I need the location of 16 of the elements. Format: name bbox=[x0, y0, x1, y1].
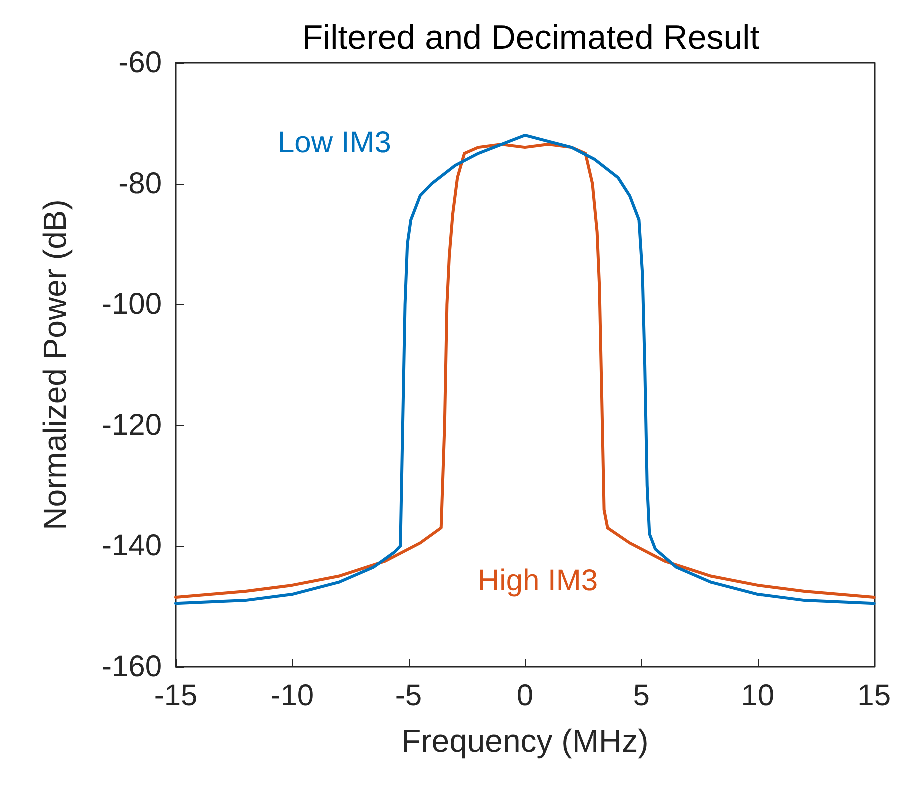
x-tick-label: 15 bbox=[858, 680, 892, 712]
x-axis-title: Frequency (MHz) bbox=[402, 723, 649, 759]
x-tick-label: -10 bbox=[270, 680, 314, 712]
x-tick-label: 10 bbox=[741, 680, 775, 712]
series-label: Low IM3 bbox=[278, 126, 392, 160]
x-tick-label: 0 bbox=[516, 680, 534, 712]
chart-title: Filtered and Decimated Result bbox=[302, 19, 760, 57]
y-tick-label: -80 bbox=[118, 167, 162, 200]
y-axis-title: Normalized Power (dB) bbox=[37, 200, 73, 530]
y-tick-label: -100 bbox=[102, 288, 162, 322]
y-tick-label: -120 bbox=[102, 408, 162, 442]
y-tick-label: -60 bbox=[118, 46, 162, 80]
x-tick-label: 5 bbox=[633, 680, 650, 712]
x-tick-label: -5 bbox=[395, 680, 422, 712]
y-tick-label: -140 bbox=[102, 530, 162, 563]
series-label: High IM3 bbox=[478, 564, 598, 598]
